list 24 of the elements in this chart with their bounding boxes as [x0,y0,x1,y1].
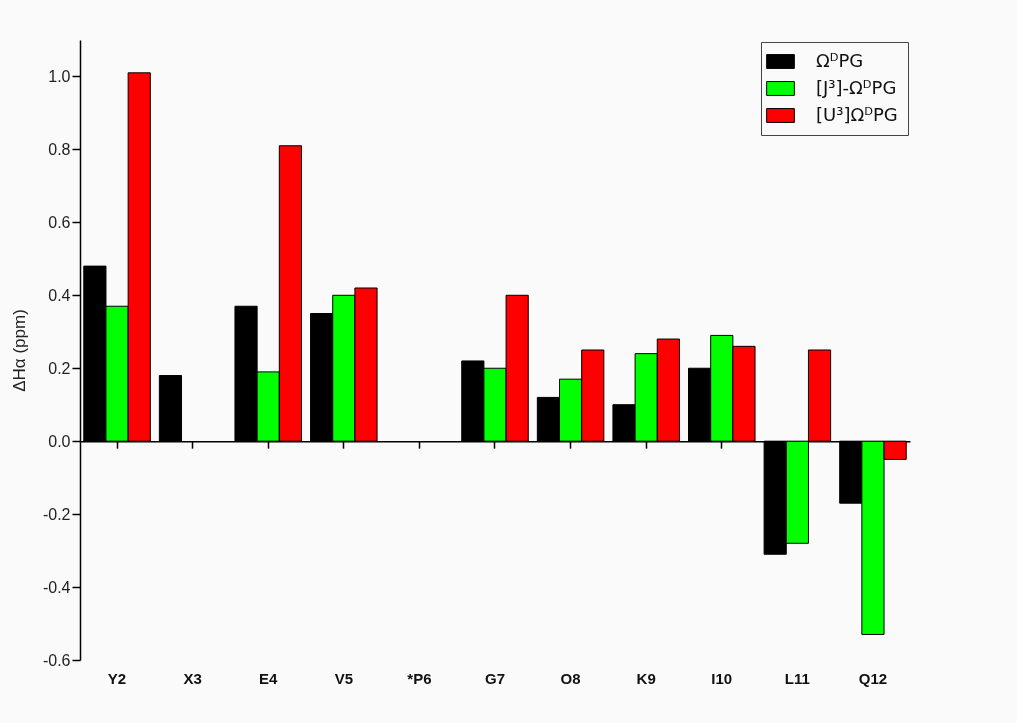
y-tick-label: 0.0 [48,432,71,450]
x-tick-label: E4 [259,669,279,687]
y-axis-title: ΔHα (ppm) [9,309,29,392]
x-tick-label: *P6 [407,669,432,687]
legend-label: [U³]ΩᴰPG [816,103,898,125]
legend-label: ΩᴰPG [816,49,864,71]
legend-label: [J³]-ΩᴰPG [816,76,897,98]
y-tick-label: 0.4 [48,286,71,304]
y-tick-label: 1.0 [48,67,71,85]
y-tick-label: -0.6 [42,651,71,669]
y-tick-label: 0.8 [48,140,71,158]
x-tick-label: Y2 [107,669,127,687]
x-tick-label: Q12 [858,669,888,687]
x-tick-label: O8 [560,669,581,687]
x-tick-label: L11 [784,669,810,687]
x-tick-label: X3 [183,669,202,687]
x-tick-label: I10 [711,669,733,687]
x-tick-label: K9 [636,669,656,687]
x-tick-label: V5 [334,669,353,687]
y-tick-label: 0.6 [48,213,71,231]
y-tick-label: 0.2 [48,359,71,377]
x-tick-label: G7 [484,669,506,687]
y-tick-label: -0.4 [42,578,71,596]
y-tick-label: -0.2 [42,505,71,523]
